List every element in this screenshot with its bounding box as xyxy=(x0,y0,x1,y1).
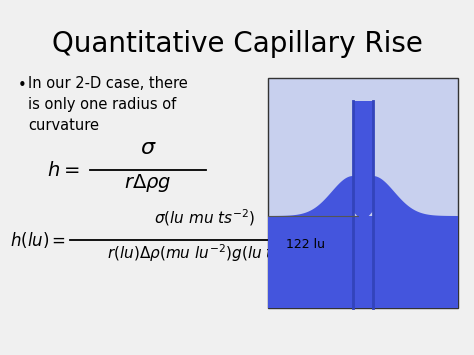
Polygon shape xyxy=(270,176,353,308)
Text: $h =$: $h =$ xyxy=(47,160,80,180)
Bar xyxy=(268,216,458,308)
Text: In our 2-D case, there
is only one radius of
curvature: In our 2-D case, there is only one radiu… xyxy=(28,76,188,133)
Text: $h(lu) =$: $h(lu) =$ xyxy=(10,230,66,250)
Polygon shape xyxy=(373,176,456,308)
Text: $\sigma(lu\ mu\ ts^{-2})$: $\sigma(lu\ mu\ ts^{-2})$ xyxy=(155,207,255,228)
Text: $r\Delta\rho g$: $r\Delta\rho g$ xyxy=(124,172,172,194)
Text: $\sigma$: $\sigma$ xyxy=(140,138,156,158)
Text: •: • xyxy=(18,78,27,93)
Text: $r(lu)\Delta\rho(mu\ lu^{-2})g(lu\ ts^{-2})$: $r(lu)\Delta\rho(mu\ lu^{-2})g(lu\ ts^{-… xyxy=(107,242,303,264)
Bar xyxy=(268,78,458,308)
Polygon shape xyxy=(353,101,373,219)
Text: Quantitative Capillary Rise: Quantitative Capillary Rise xyxy=(52,30,422,58)
Text: 122 lu: 122 lu xyxy=(286,238,325,251)
